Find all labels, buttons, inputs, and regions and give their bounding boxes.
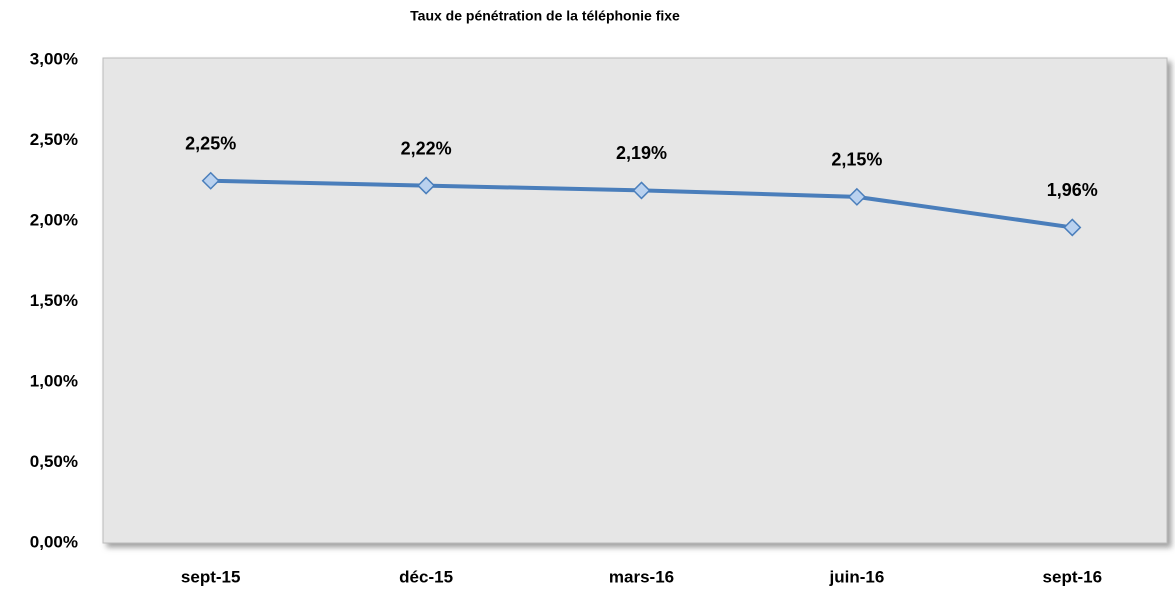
y-tick-label: 2,50%	[30, 130, 78, 149]
plot-area	[102, 57, 1168, 544]
marker	[847, 187, 866, 206]
marker	[632, 181, 651, 200]
marker	[1063, 218, 1082, 237]
y-tick-label: 1,50%	[30, 291, 78, 310]
data-label: 2,22%	[401, 138, 452, 158]
y-tick-label: 0,50%	[30, 452, 78, 471]
x-tick-label: juin-16	[829, 567, 885, 586]
data-label: 1,96%	[1047, 180, 1098, 200]
marker	[417, 176, 436, 195]
y-tick-label: 1,00%	[30, 371, 78, 390]
chart-title: Taux de pénétration de la téléphonie fix…	[410, 8, 680, 24]
x-tick-label: déc-15	[399, 567, 453, 586]
x-tick-label: sept-16	[1043, 567, 1103, 586]
y-tick-label: 3,00%	[30, 49, 78, 68]
data-label: 2,19%	[616, 143, 667, 163]
y-tick-label: 2,00%	[30, 210, 78, 229]
data-label: 2,25%	[185, 134, 236, 154]
data-label: 2,15%	[831, 150, 882, 170]
x-tick-label: mars-16	[609, 567, 674, 586]
marker	[201, 171, 220, 190]
y-tick-label: 0,00%	[30, 532, 78, 551]
x-tick-label: sept-15	[181, 567, 241, 586]
